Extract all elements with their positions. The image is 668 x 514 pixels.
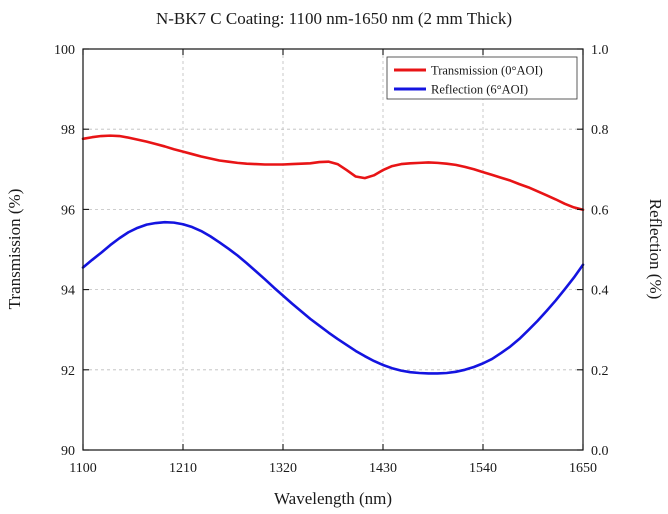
y-right-tick-label: 0.0 [591,444,609,459]
y-left-tick-label: 92 [61,364,75,379]
y-left-tick-label: 98 [61,123,75,138]
y-left-tick-label: 90 [61,444,75,459]
y-left-tick-label: 94 [61,284,75,299]
y-axis-right-title: Reflection (%) [646,199,665,300]
legend-label-transmission: Transmission (0°AOI) [431,64,543,78]
y-axis-left-title: Transmission (%) [5,189,24,310]
y-axis-right: 0.0 0.2 0.4 0.6 0.8 1.0 [577,43,609,459]
series-line-transmission [81,134,585,212]
y-left-tick-label: 100 [54,43,75,58]
plot-frame [82,48,584,451]
y-left-tick-label: 96 [61,203,75,218]
y-axis-left: 90 92 94 96 98 100 [54,43,89,459]
x-tick-label: 1210 [169,461,197,476]
y-right-tick-label: 0.8 [591,123,609,138]
y-right-tick-label: 1.0 [591,43,609,58]
y-right-tick-label: 0.6 [591,203,609,218]
series-line-reflection [81,220,585,375]
y-right-tick-label: 0.2 [591,364,609,379]
legend-label-reflection: Reflection (6°AOI) [431,83,528,97]
series-layer [81,134,585,375]
x-tick-label: 1100 [69,461,96,476]
legend: Transmission (0°AOI) Reflection (6°AOI) [386,56,578,100]
x-tick-label: 1430 [369,461,397,476]
x-tick-label: 1540 [469,461,497,476]
x-tick-label: 1650 [569,461,597,476]
y-right-tick-label: 0.4 [591,284,609,299]
x-tick-label: 1320 [269,461,297,476]
x-axis-title: Wavelength (nm) [274,489,392,508]
x-axis: 1100 1210 1320 1430 1540 1650 [69,49,597,476]
legend-box [386,56,578,100]
grid [83,49,583,450]
chart-title: N-BK7 C Coating: 1100 nm-1650 nm (2 mm T… [156,9,512,28]
